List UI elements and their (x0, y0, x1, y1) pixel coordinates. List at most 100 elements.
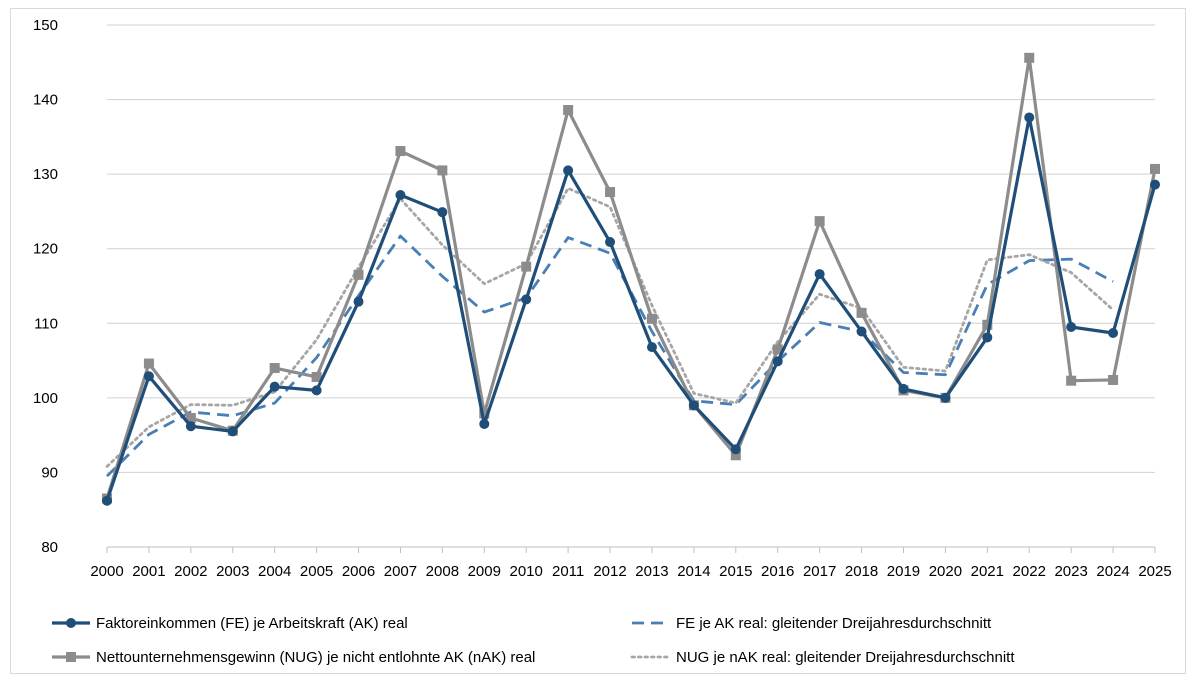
x-tick-label: 2023 (1054, 563, 1087, 580)
legend-item-2: FE je AK real: gleitender Dreijahresdurc… (632, 615, 992, 632)
x-tick-label: 2000 (90, 563, 123, 580)
x-tick-label: 2014 (677, 563, 710, 580)
series-2 (106, 234, 1114, 478)
series-1 (102, 112, 1160, 506)
data-point (1108, 327, 1119, 338)
legend: Faktoreinkommen (FE) je Arbeitskraft (AK… (52, 615, 1015, 666)
data-point (1024, 112, 1035, 123)
legend-marker (66, 652, 76, 662)
x-tick-label: 2013 (635, 563, 668, 580)
x-tick-label: 2018 (845, 563, 878, 580)
data-point (772, 344, 783, 355)
data-point (185, 421, 196, 432)
data-point (772, 356, 783, 367)
x-tick-label: 2007 (384, 563, 417, 580)
legend-label: Nettounternehmensgewinn (NUG) je nicht e… (96, 649, 535, 666)
y-tick-label: 100 (33, 390, 58, 407)
data-point (814, 216, 825, 227)
data-point (1066, 322, 1077, 333)
x-tick-label: 2002 (174, 563, 207, 580)
data-point (102, 495, 112, 506)
data-point (437, 207, 448, 218)
x-tick-label: 2016 (761, 563, 794, 580)
data-point (479, 418, 490, 429)
x-tick-label: 2019 (887, 563, 920, 580)
data-point (940, 392, 951, 403)
series-line (105, 115, 1157, 502)
legend-item-3: Nettounternehmensgewinn (NUG) je nicht e… (52, 649, 535, 666)
data-point (395, 146, 406, 157)
x-tick-label: 2011 (552, 563, 584, 580)
data-point (269, 381, 280, 392)
data-point (563, 165, 574, 176)
data-point (605, 187, 616, 198)
x-tick-label: 2010 (510, 563, 543, 580)
data-point (982, 319, 993, 330)
data-point (605, 237, 616, 248)
data-point (563, 105, 574, 116)
data-point (143, 371, 154, 382)
y-tick-label: 140 (33, 92, 58, 109)
x-tick-label: 2003 (216, 563, 249, 580)
legend-item-1: Faktoreinkommen (FE) je Arbeitskraft (AK… (52, 615, 408, 632)
series-4 (105, 186, 1115, 468)
x-tick-label: 2009 (468, 563, 501, 580)
x-tick-label: 2022 (1013, 563, 1046, 580)
data-point (479, 408, 490, 419)
data-point (646, 342, 657, 353)
data-point (521, 294, 532, 305)
data-point (143, 358, 154, 369)
x-tick-label: 2015 (719, 563, 752, 580)
legend-marker (66, 618, 76, 628)
x-tick-label: 2001 (132, 563, 165, 580)
chart-border (10, 8, 1186, 674)
y-tick-label: 130 (33, 166, 58, 183)
y-tick-label: 110 (34, 315, 58, 332)
x-tick-label: 2004 (258, 563, 291, 580)
data-point (311, 371, 322, 382)
data-point (730, 444, 741, 455)
data-point (856, 307, 867, 318)
series-line (105, 56, 1157, 500)
data-point (1066, 375, 1077, 386)
data-point (1024, 52, 1035, 63)
gridlines (107, 24, 1155, 473)
y-tick-label: 80 (41, 539, 58, 556)
x-tick-label: 2024 (1096, 563, 1129, 580)
x-tick-label: 2025 (1138, 563, 1171, 580)
data-point (353, 296, 364, 307)
y-tick-label: 150 (33, 17, 58, 34)
series-line (105, 186, 1115, 468)
x-tick-label: 2020 (929, 563, 962, 580)
x-tick-label: 2017 (803, 563, 836, 580)
data-point (353, 269, 364, 280)
y-tick-label: 90 (41, 464, 58, 481)
data-point (982, 332, 993, 343)
data-point (898, 383, 909, 394)
data-point (646, 313, 657, 324)
data-point (227, 426, 238, 437)
x-tick-label: 2021 (971, 563, 1004, 580)
series-line (106, 234, 1114, 478)
data-point (1150, 179, 1160, 190)
x-tick-label: 2012 (593, 563, 626, 580)
data-point (730, 450, 741, 461)
legend-label: Faktoreinkommen (FE) je Arbeitskraft (AK… (96, 615, 408, 632)
data-point (185, 412, 196, 423)
data-point (437, 165, 448, 176)
series-layer (102, 52, 1160, 506)
data-point (1108, 374, 1119, 385)
data-point (856, 326, 867, 337)
data-point (311, 385, 322, 396)
data-point (688, 400, 699, 411)
legend-label: FE je AK real: gleitender Dreijahresdurc… (676, 615, 992, 632)
data-point (814, 269, 825, 280)
legend-label: NUG je nAK real: gleitender Dreijahresdu… (676, 649, 1015, 666)
data-point (521, 261, 532, 272)
data-point (395, 190, 406, 201)
y-tick-label: 120 (33, 241, 58, 258)
x-tick-label: 2005 (300, 563, 333, 580)
data-point (269, 363, 280, 374)
